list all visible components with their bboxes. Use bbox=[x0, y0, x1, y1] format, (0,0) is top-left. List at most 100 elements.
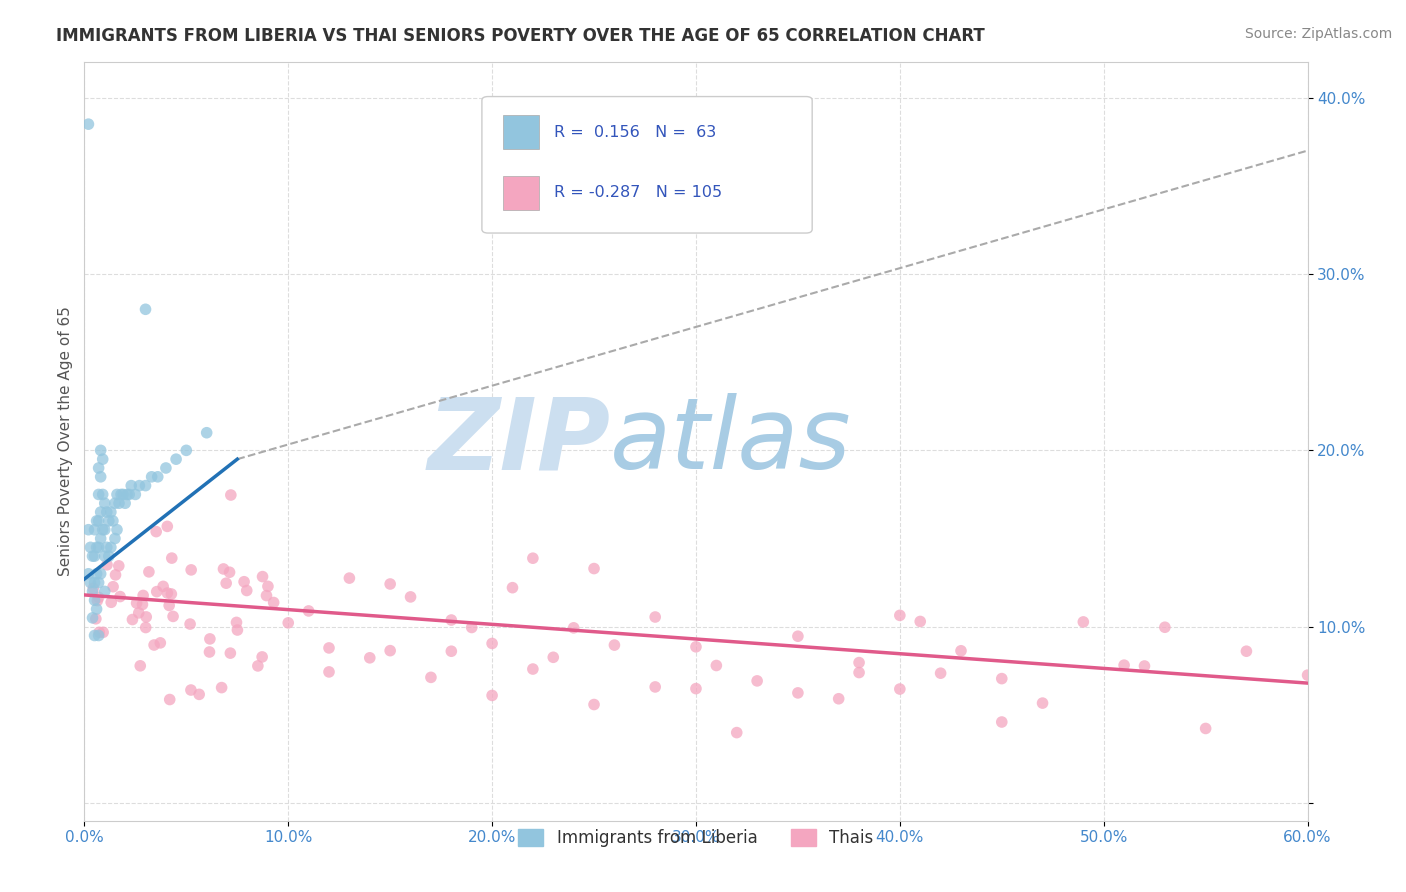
Point bbox=[132, 589, 155, 603]
Point bbox=[86, 541, 108, 555]
Point bbox=[87, 591, 110, 605]
Point bbox=[359, 650, 381, 665]
Point bbox=[100, 595, 122, 609]
Point bbox=[105, 487, 128, 501]
Text: R =  0.156   N =  63: R = 0.156 N = 63 bbox=[554, 125, 716, 140]
Point bbox=[84, 612, 107, 626]
Point bbox=[110, 487, 132, 501]
Point bbox=[1032, 696, 1054, 710]
Point bbox=[79, 541, 101, 555]
Point bbox=[787, 686, 810, 700]
Point bbox=[93, 584, 115, 599]
Point bbox=[83, 523, 105, 537]
Point bbox=[218, 566, 240, 580]
Point bbox=[1195, 722, 1218, 736]
Point bbox=[108, 590, 131, 604]
Point bbox=[96, 541, 118, 555]
Point bbox=[141, 470, 163, 484]
Point bbox=[160, 551, 183, 566]
Point bbox=[146, 470, 169, 484]
Point bbox=[114, 496, 136, 510]
Point bbox=[105, 523, 128, 537]
Point bbox=[104, 496, 127, 510]
Point bbox=[156, 586, 179, 600]
Point bbox=[257, 579, 280, 593]
FancyBboxPatch shape bbox=[482, 96, 813, 233]
Point bbox=[522, 551, 544, 566]
Point bbox=[157, 599, 180, 613]
Point bbox=[212, 562, 235, 576]
Point bbox=[420, 670, 443, 684]
Point bbox=[118, 487, 141, 501]
Point bbox=[848, 656, 870, 670]
Point bbox=[725, 725, 748, 739]
Point bbox=[93, 496, 115, 510]
Point bbox=[252, 569, 274, 583]
Point bbox=[97, 514, 120, 528]
Point bbox=[86, 602, 108, 616]
Point bbox=[155, 461, 177, 475]
Point bbox=[848, 665, 870, 680]
Point bbox=[747, 673, 769, 688]
Point bbox=[215, 576, 238, 591]
Point bbox=[100, 541, 122, 555]
Point bbox=[174, 443, 197, 458]
Point bbox=[131, 598, 153, 612]
Point bbox=[233, 574, 256, 589]
Point bbox=[195, 425, 218, 440]
Point bbox=[77, 117, 100, 131]
Point bbox=[277, 615, 299, 630]
Point bbox=[104, 567, 127, 582]
Point bbox=[87, 541, 110, 555]
Point bbox=[138, 565, 160, 579]
Point bbox=[83, 628, 105, 642]
Point bbox=[90, 505, 112, 519]
FancyBboxPatch shape bbox=[503, 176, 540, 210]
Point bbox=[180, 563, 202, 577]
Point bbox=[298, 604, 321, 618]
Point bbox=[644, 610, 666, 624]
Point bbox=[543, 650, 565, 665]
Point bbox=[246, 659, 269, 673]
Point bbox=[889, 608, 911, 623]
Point bbox=[198, 632, 221, 646]
Point bbox=[152, 579, 174, 593]
Point bbox=[256, 589, 278, 603]
Point bbox=[1073, 615, 1095, 629]
Point bbox=[83, 593, 105, 607]
Point bbox=[87, 487, 110, 501]
Point bbox=[910, 615, 932, 629]
Point bbox=[644, 680, 666, 694]
Point bbox=[991, 714, 1014, 729]
Point bbox=[156, 519, 179, 533]
FancyBboxPatch shape bbox=[503, 115, 540, 149]
Y-axis label: Seniors Poverty Over the Age of 65: Seniors Poverty Over the Age of 65 bbox=[58, 307, 73, 576]
Point bbox=[440, 644, 463, 658]
Point bbox=[91, 452, 114, 467]
Point bbox=[481, 636, 503, 650]
Point bbox=[225, 615, 247, 630]
Point bbox=[87, 575, 110, 590]
Point bbox=[121, 613, 143, 627]
Text: IMMIGRANTS FROM LIBERIA VS THAI SENIORS POVERTY OVER THE AGE OF 65 CORRELATION C: IMMIGRANTS FROM LIBERIA VS THAI SENIORS … bbox=[56, 27, 986, 45]
Point bbox=[115, 487, 138, 501]
Point bbox=[145, 524, 167, 539]
Point bbox=[950, 644, 973, 658]
Point bbox=[929, 666, 952, 681]
Point bbox=[318, 665, 340, 679]
Point bbox=[380, 577, 402, 591]
Point bbox=[165, 452, 187, 467]
Point bbox=[179, 617, 201, 632]
Point bbox=[318, 640, 340, 655]
Point bbox=[188, 687, 211, 701]
Point bbox=[83, 549, 105, 563]
Point bbox=[440, 613, 463, 627]
Point bbox=[583, 698, 606, 712]
Point bbox=[86, 593, 108, 607]
Point bbox=[145, 584, 167, 599]
Point bbox=[889, 681, 911, 696]
Point bbox=[461, 620, 484, 634]
Point bbox=[112, 487, 135, 501]
Point bbox=[77, 523, 100, 537]
Point bbox=[991, 672, 1014, 686]
